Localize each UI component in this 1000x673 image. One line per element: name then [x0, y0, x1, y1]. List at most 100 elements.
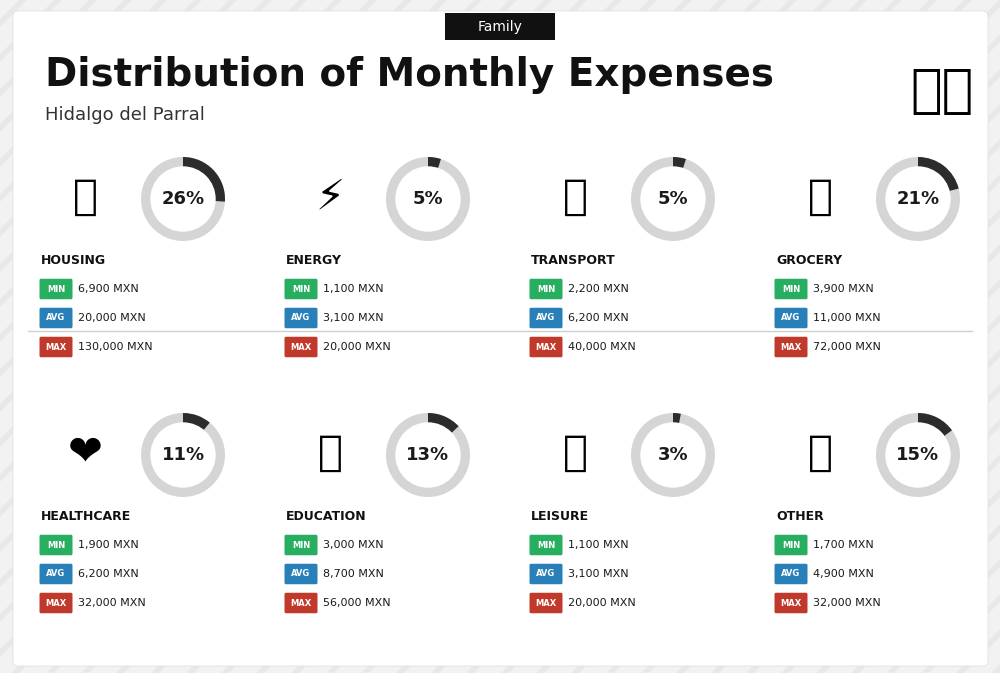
Text: AVG: AVG	[781, 314, 801, 322]
Wedge shape	[141, 413, 225, 497]
Wedge shape	[183, 413, 210, 430]
Text: ENERGY: ENERGY	[286, 254, 342, 267]
Wedge shape	[918, 413, 952, 436]
FancyBboxPatch shape	[40, 535, 72, 555]
FancyBboxPatch shape	[285, 279, 318, 299]
Text: MAX: MAX	[780, 598, 802, 608]
Text: 3,100 MXN: 3,100 MXN	[323, 313, 384, 323]
Text: AVG: AVG	[46, 569, 66, 579]
Text: 20,000 MXN: 20,000 MXN	[568, 598, 636, 608]
Text: MAX: MAX	[780, 343, 802, 351]
Text: 🛒: 🛒	[807, 176, 832, 218]
Text: ❤️: ❤️	[68, 432, 102, 474]
Text: 11%: 11%	[161, 446, 205, 464]
FancyBboxPatch shape	[285, 564, 318, 584]
Wedge shape	[428, 413, 459, 433]
FancyBboxPatch shape	[40, 336, 72, 357]
Text: AVG: AVG	[536, 314, 556, 322]
Text: 3%: 3%	[658, 446, 688, 464]
FancyBboxPatch shape	[530, 336, 563, 357]
Text: 40,000 MXN: 40,000 MXN	[568, 342, 636, 352]
Wedge shape	[673, 157, 686, 168]
Text: 3,000 MXN: 3,000 MXN	[323, 540, 384, 550]
Text: 5%: 5%	[658, 190, 688, 208]
FancyBboxPatch shape	[285, 535, 318, 555]
Text: MIN: MIN	[47, 540, 65, 549]
Text: 🇲🇽: 🇲🇽	[910, 65, 974, 117]
Text: 3,100 MXN: 3,100 MXN	[568, 569, 629, 579]
Text: EDUCATION: EDUCATION	[286, 509, 367, 522]
FancyBboxPatch shape	[530, 564, 563, 584]
Text: LEISURE: LEISURE	[531, 509, 589, 522]
FancyBboxPatch shape	[40, 564, 72, 584]
FancyBboxPatch shape	[40, 279, 72, 299]
Circle shape	[641, 167, 705, 231]
Text: 3,900 MXN: 3,900 MXN	[813, 284, 874, 294]
Text: MIN: MIN	[782, 540, 800, 549]
Text: 🎓: 🎓	[318, 432, 342, 474]
Circle shape	[151, 423, 215, 487]
Text: MAX: MAX	[290, 598, 312, 608]
Text: 🛍: 🛍	[562, 432, 588, 474]
FancyBboxPatch shape	[774, 308, 807, 328]
Text: MAX: MAX	[535, 598, 557, 608]
Circle shape	[396, 167, 460, 231]
Wedge shape	[631, 413, 715, 497]
Text: 26%: 26%	[161, 190, 205, 208]
FancyBboxPatch shape	[530, 593, 563, 613]
Text: MAX: MAX	[290, 343, 312, 351]
FancyBboxPatch shape	[774, 564, 807, 584]
Text: AVG: AVG	[536, 569, 556, 579]
FancyBboxPatch shape	[40, 308, 72, 328]
Text: MIN: MIN	[292, 540, 310, 549]
FancyBboxPatch shape	[530, 308, 563, 328]
Text: 6,200 MXN: 6,200 MXN	[78, 569, 139, 579]
Text: OTHER: OTHER	[776, 509, 824, 522]
Text: 4,900 MXN: 4,900 MXN	[813, 569, 874, 579]
Text: ⚡: ⚡	[315, 176, 345, 218]
FancyBboxPatch shape	[774, 336, 807, 357]
Text: TRANSPORT: TRANSPORT	[531, 254, 616, 267]
Text: MIN: MIN	[537, 285, 555, 293]
Text: MAX: MAX	[45, 598, 67, 608]
Text: MIN: MIN	[537, 540, 555, 549]
Text: 6,200 MXN: 6,200 MXN	[568, 313, 629, 323]
Text: 32,000 MXN: 32,000 MXN	[813, 598, 881, 608]
Text: 1,100 MXN: 1,100 MXN	[323, 284, 384, 294]
Circle shape	[886, 423, 950, 487]
Text: MAX: MAX	[45, 343, 67, 351]
Text: Distribution of Monthly Expenses: Distribution of Monthly Expenses	[45, 56, 774, 94]
FancyBboxPatch shape	[285, 593, 318, 613]
Text: 130,000 MXN: 130,000 MXN	[78, 342, 153, 352]
Text: AVG: AVG	[291, 569, 311, 579]
Circle shape	[641, 423, 705, 487]
Text: 6,900 MXN: 6,900 MXN	[78, 284, 139, 294]
Text: AVG: AVG	[781, 569, 801, 579]
Text: 13%: 13%	[406, 446, 450, 464]
Text: MIN: MIN	[782, 285, 800, 293]
Text: GROCERY: GROCERY	[776, 254, 842, 267]
Text: 11,000 MXN: 11,000 MXN	[813, 313, 881, 323]
Wedge shape	[876, 157, 960, 241]
FancyBboxPatch shape	[285, 336, 318, 357]
Text: 5%: 5%	[413, 190, 443, 208]
Text: AVG: AVG	[46, 314, 66, 322]
Text: Family: Family	[478, 20, 522, 34]
Text: 1,700 MXN: 1,700 MXN	[813, 540, 874, 550]
Text: 1,100 MXN: 1,100 MXN	[568, 540, 629, 550]
Text: 1,900 MXN: 1,900 MXN	[78, 540, 139, 550]
Text: 2,200 MXN: 2,200 MXN	[568, 284, 629, 294]
FancyBboxPatch shape	[13, 11, 988, 666]
Wedge shape	[876, 413, 960, 497]
Text: MAX: MAX	[535, 343, 557, 351]
Text: 56,000 MXN: 56,000 MXN	[323, 598, 391, 608]
Text: 🚌: 🚌	[562, 176, 588, 218]
Text: MIN: MIN	[292, 285, 310, 293]
Circle shape	[396, 423, 460, 487]
FancyBboxPatch shape	[285, 308, 318, 328]
Text: 32,000 MXN: 32,000 MXN	[78, 598, 146, 608]
Text: 72,000 MXN: 72,000 MXN	[813, 342, 881, 352]
Wedge shape	[141, 157, 225, 241]
Wedge shape	[428, 157, 441, 168]
FancyBboxPatch shape	[530, 535, 563, 555]
